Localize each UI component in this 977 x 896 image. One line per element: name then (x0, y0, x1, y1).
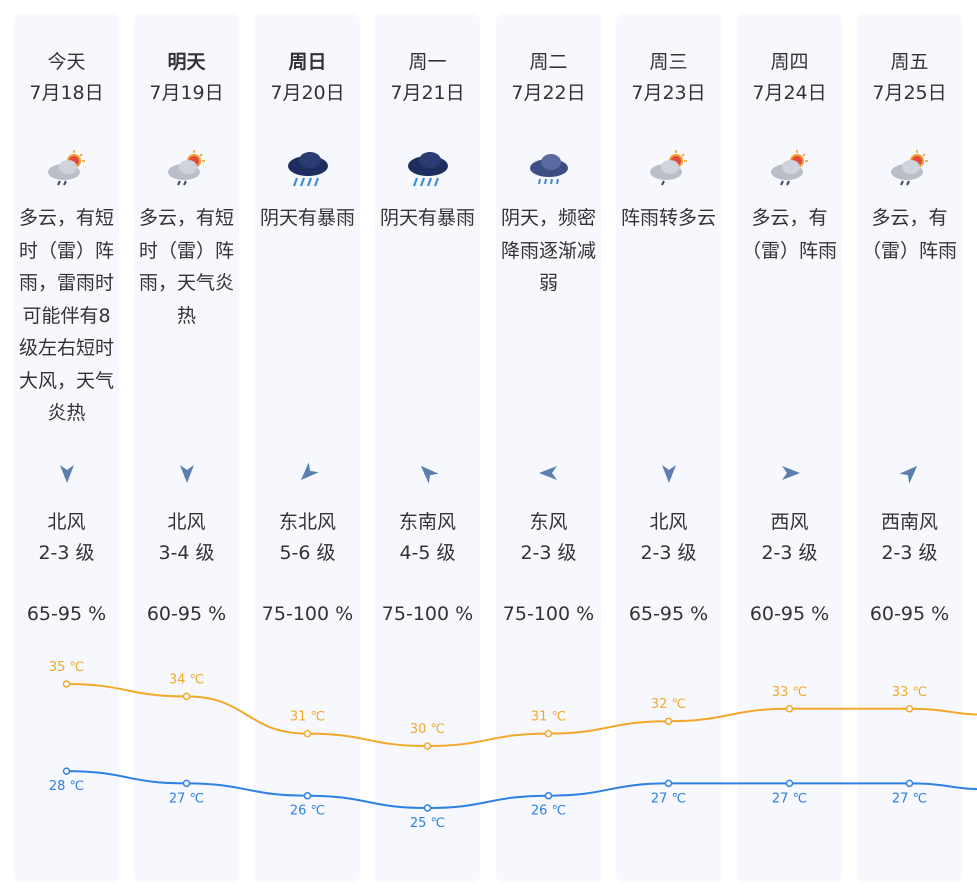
day-label: 周三 (649, 51, 688, 73)
wind-direction: 东南风 (398, 511, 456, 533)
day-card: 周日 7月20日 阴天有暴雨 东北风 5-6 级 75-100 % (255, 14, 360, 882)
date-label: 7月19日 (149, 82, 224, 104)
partly-cloudy-thunder-shower-icon (887, 146, 933, 192)
weather-description: 多云，有（雷）阵雨 (741, 207, 837, 262)
north-wind-icon (656, 460, 682, 486)
wind-direction: 北风 (167, 511, 206, 533)
northeast-wind-icon (295, 460, 321, 486)
weather-description: 阴天有暴雨 (259, 207, 355, 229)
day-card: 周二 7月22日 阴天，频密降雨逐渐减弱 东风 2-3 级 75-100 % (496, 14, 601, 882)
day-label: 周日 (288, 51, 327, 73)
wind-level: 2-3 级 (881, 542, 938, 564)
day-card: 周一 7月21日 阴天有暴雨 东南风 4-5 级 75-100 % (375, 14, 480, 882)
partly-cloudy-thunder-shower-icon (767, 146, 813, 192)
wind-direction: 西风 (770, 511, 809, 533)
partly-cloudy-shower-icon (646, 146, 692, 192)
day-label: 周五 (890, 51, 929, 73)
southwest-wind-icon (897, 460, 923, 486)
heavy-rain-icon (285, 146, 331, 192)
weather-description: 多云，有短时（雷）阵雨，雷雨时可能伴有8级左右短时大风，天气炎热 (18, 207, 114, 424)
weather-description: 阵雨转多云 (620, 207, 716, 229)
date-label: 7月20日 (270, 82, 345, 104)
date-label: 7月23日 (631, 82, 706, 104)
day-label: 今天 (47, 51, 86, 73)
date-label: 7月25日 (872, 82, 947, 104)
wind-level: 4-5 级 (399, 542, 456, 564)
date-label: 7月21日 (390, 82, 465, 104)
day-card: 周四 7月24日 多云，有（雷）阵雨 西风 2-3 级 60-95 % (737, 14, 842, 882)
humidity: 75-100 % (381, 603, 474, 625)
north-wind-icon (174, 460, 200, 486)
weather-description: 多云，有短时（雷）阵雨，天气炎热 (138, 207, 234, 327)
wind-direction: 北风 (47, 511, 86, 533)
day-label: 明天 (167, 51, 206, 73)
wind-level: 3-4 级 (158, 542, 215, 564)
overcast-rain-icon (526, 146, 572, 192)
north-wind-icon (54, 460, 80, 486)
humidity: 65-95 % (628, 603, 709, 625)
date-label: 7月22日 (511, 82, 586, 104)
wind-level: 2-3 级 (520, 542, 577, 564)
day-card: 周三 7月23日 阵雨转多云 北风 2-3 级 65-95 % (616, 14, 721, 882)
day-card: 今天 7月18日 多云，有短时（雷）阵雨，雷雨时可能伴有8级左右短时大风，天气炎… (14, 14, 119, 882)
weather-description: 多云，有（雷）阵雨 (861, 207, 957, 262)
partly-cloudy-thunder-shower-icon (44, 146, 90, 192)
day-label: 周四 (770, 51, 809, 73)
humidity: 75-100 % (502, 603, 595, 625)
southeast-wind-icon (415, 460, 441, 486)
day-card: 周五 7月25日 多云，有（雷）阵雨 西南风 2-3 级 60-95 % (857, 14, 962, 882)
day-card: 明天 7月19日 多云，有短时（雷）阵雨，天气炎热 北风 3-4 级 60-95… (134, 14, 239, 882)
date-label: 7月24日 (752, 82, 827, 104)
partly-cloudy-thunder-shower-icon (164, 146, 210, 192)
humidity: 75-100 % (261, 603, 354, 625)
wind-direction: 东北风 (278, 511, 336, 533)
humidity: 60-95 % (146, 603, 227, 625)
wind-direction: 东风 (529, 511, 568, 533)
west-wind-icon (777, 460, 803, 486)
weather-description: 阴天，频密降雨逐渐减弱 (500, 207, 596, 294)
wind-direction: 北风 (649, 511, 688, 533)
day-label: 周一 (408, 51, 447, 73)
wind-direction: 西南风 (880, 511, 938, 533)
wind-level: 2-3 级 (640, 542, 697, 564)
humidity: 65-95 % (26, 603, 107, 625)
humidity: 60-95 % (749, 603, 830, 625)
east-wind-icon (536, 460, 562, 486)
wind-level: 5-6 级 (279, 542, 336, 564)
date-label: 7月18日 (29, 82, 104, 104)
heavy-rain-icon (405, 146, 451, 192)
weather-description: 阴天有暴雨 (379, 207, 475, 229)
wind-level: 2-3 级 (38, 542, 95, 564)
day-label: 周二 (529, 51, 568, 73)
humidity: 60-95 % (869, 603, 950, 625)
wind-level: 2-3 级 (761, 542, 818, 564)
